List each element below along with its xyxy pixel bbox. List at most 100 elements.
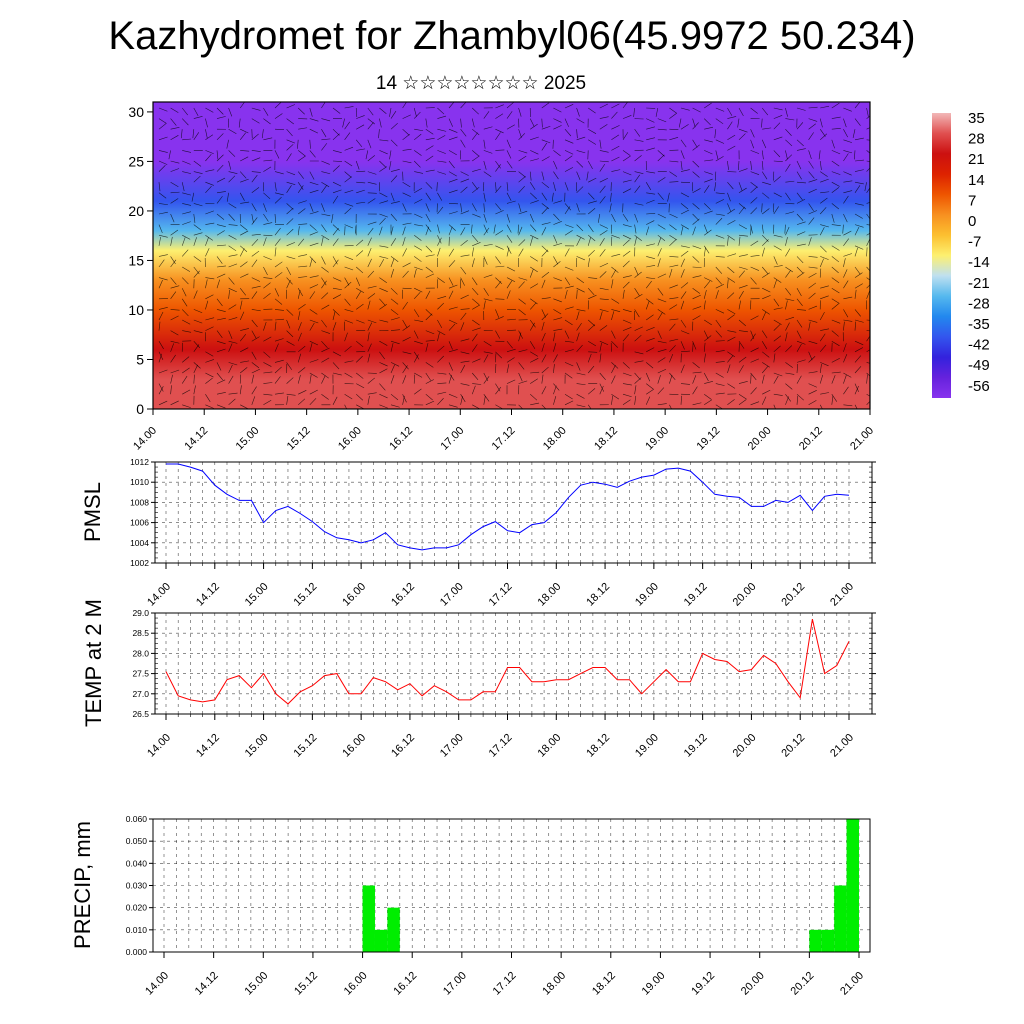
wind-barb [808, 272, 817, 278]
wind-barb [367, 392, 377, 395]
wind-barb [819, 258, 824, 268]
wind-barb [704, 159, 714, 162]
wind-barb [785, 372, 795, 375]
wind-barb [773, 107, 783, 111]
wind-barb [796, 231, 806, 236]
wind-barb [390, 287, 398, 295]
wind-barb [831, 395, 834, 405]
wind-barb [738, 107, 744, 116]
wind-barb [808, 319, 818, 323]
y-tick-label: 27.0 [132, 689, 149, 699]
wind-barb [669, 137, 679, 141]
wind-barb [738, 133, 746, 141]
wind-barb [738, 270, 745, 278]
wind-barb [518, 332, 522, 342]
wind-barb [367, 237, 372, 246]
wind-barb [216, 116, 226, 119]
wind-barb [402, 114, 411, 119]
wind-barb [344, 277, 350, 286]
wind-barb [819, 268, 822, 278]
wind-barb [727, 236, 729, 246]
wind-barb [564, 248, 570, 257]
wind-barb [831, 303, 839, 310]
wind-barb [460, 139, 466, 148]
wind-barb [692, 203, 700, 210]
wind-barb [263, 351, 271, 358]
wind-barb [298, 276, 308, 278]
wind-barb [854, 266, 861, 275]
x-tick-label: 20.00 [731, 581, 759, 609]
wind-barb [425, 330, 435, 335]
wind-barb [773, 176, 781, 183]
wind-barb [228, 234, 237, 240]
wind-barb [356, 250, 364, 257]
wind-barb [309, 189, 319, 194]
wind-barb [448, 404, 458, 408]
wind-barb [784, 224, 786, 234]
wind-barb [831, 277, 840, 284]
wind-barb [448, 362, 454, 371]
wind-barb [425, 400, 435, 406]
wind-barb [379, 150, 388, 155]
wind-barb [506, 290, 511, 299]
wind-barb [715, 256, 725, 258]
x-tick-label: 18.12 [584, 581, 612, 609]
wind-barb [564, 330, 570, 339]
wind-barb [761, 365, 769, 374]
wind-barb [239, 333, 247, 342]
wind-barb [541, 181, 550, 189]
wind-barb [390, 309, 399, 316]
wind-barb [738, 160, 740, 170]
wind-barb [633, 107, 635, 117]
wind-barb [286, 203, 294, 210]
wind-barb [390, 404, 400, 408]
wind-barb [437, 115, 447, 119]
wind-barb [344, 171, 352, 178]
wind-barb [263, 118, 271, 125]
wind-barb [437, 382, 447, 384]
wind-barb [506, 277, 516, 283]
wind-barb [356, 372, 364, 379]
wind-barb [727, 279, 729, 289]
wind-barb [425, 313, 433, 321]
wind-barb [680, 319, 687, 328]
wind-barb [425, 145, 434, 151]
y-tick-label: 1002 [130, 558, 149, 568]
wind-barb [344, 160, 353, 167]
wind-barb [843, 309, 849, 318]
wind-barb [471, 385, 476, 395]
wind-barb [389, 160, 392, 170]
wind-barb [251, 396, 256, 405]
wind-barb [471, 277, 478, 286]
wind-barb [657, 312, 663, 321]
cross-section-x-tick-label: 19.00 [643, 425, 671, 453]
wind-barb [611, 362, 619, 369]
wind-barb [495, 363, 497, 374]
wind-barb [576, 344, 583, 352]
wind-barb [437, 372, 447, 375]
wind-barb [170, 309, 180, 311]
wind-barb [599, 196, 606, 204]
wind-barb [506, 348, 516, 353]
wind-barb [414, 198, 423, 204]
wind-barb [785, 226, 790, 236]
wind-barb [321, 357, 330, 363]
wind-barb [704, 229, 712, 236]
wind-barb [495, 265, 505, 268]
wind-barb [622, 327, 632, 331]
wind-barb [715, 319, 722, 328]
wind-barb [576, 393, 585, 399]
wind-barb [286, 218, 294, 225]
wind-barb [437, 237, 442, 246]
wind-barb [228, 362, 238, 366]
wind-barb [831, 139, 835, 149]
wind-barb [553, 171, 559, 180]
wind-barb [495, 104, 504, 109]
wind-barb [286, 185, 292, 193]
wind-barb [669, 318, 679, 321]
wind-barb [425, 181, 433, 189]
wind-barb [831, 203, 840, 210]
wind-barb [669, 256, 679, 258]
wind-barb [704, 393, 712, 400]
wind-barb [193, 232, 203, 236]
